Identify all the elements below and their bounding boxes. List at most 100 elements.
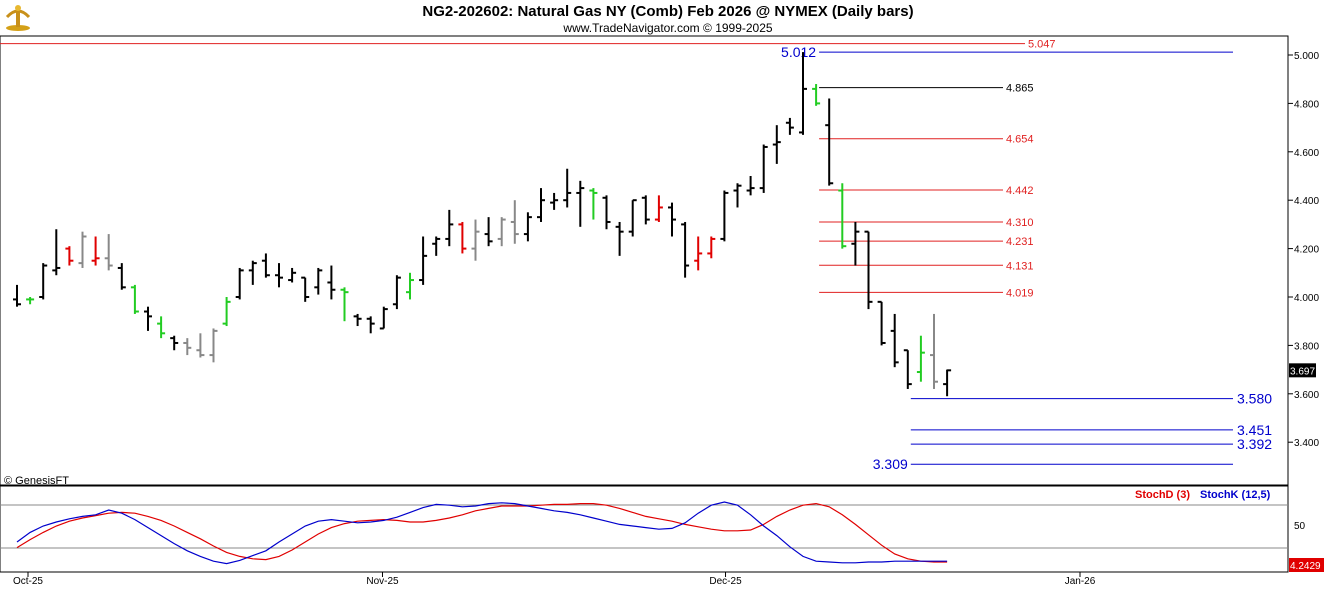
price-tick-label: 3.600: [1294, 390, 1319, 401]
level-label: 5.047: [1028, 39, 1056, 51]
ohlc-bar: [903, 349, 912, 389]
ohlc-bar: [576, 180, 585, 227]
ohlc-bar: [628, 199, 637, 237]
ohlc-bar: [641, 195, 650, 225]
ohlc-bar: [78, 231, 87, 268]
level-label: 4.442: [1006, 185, 1034, 197]
price-tick-label: 4.200: [1294, 245, 1319, 256]
ohlc-bar: [445, 209, 454, 247]
ohlc-bar: [654, 195, 663, 222]
level-label: 3.451: [1237, 422, 1272, 438]
date-tick-label: Oct-25: [13, 576, 43, 587]
ohlc-bar: [117, 263, 126, 290]
ohlc-bar: [419, 236, 428, 285]
ohlc-bar: [668, 202, 676, 237]
ohlc-bar: [91, 236, 100, 266]
ohlc-bar: [471, 219, 480, 261]
ohlc-bar: [537, 188, 545, 222]
ohlc-bar: [261, 253, 270, 278]
ohlc-bar: [392, 275, 401, 310]
price-tick-label: 4.000: [1294, 293, 1319, 304]
ohlc-bar: [497, 217, 506, 247]
last-price-box: [1289, 363, 1316, 378]
ohlc-bar: [340, 287, 349, 322]
stoch-d-legend: StochD (3): [1135, 489, 1190, 501]
chart-subtitle: www.TradeNavigator.com © 1999-2025: [563, 21, 773, 35]
ohlc-bar: [209, 328, 218, 363]
ohlc-bar: [432, 236, 441, 256]
stoch-last-box: [1289, 558, 1324, 572]
ohlc-bar: [248, 260, 257, 285]
price-tick-label: 3.800: [1294, 341, 1319, 352]
stoch-k-legend: StochK (12,5): [1200, 489, 1271, 501]
ohlc-bar: [406, 272, 414, 300]
chart-frame: [0, 35, 1289, 573]
ohlc-bar: [720, 190, 729, 242]
date-tick-label: Nov-25: [366, 576, 399, 587]
ohlc-bar: [746, 176, 755, 196]
date-tick-label: Jan-26: [1065, 576, 1096, 587]
ohlc-bar: [615, 221, 624, 256]
ohlc-bar: [353, 313, 362, 327]
chart-header: NG2-202602: Natural Gas NY (Comb) Feb 20…: [0, 0, 1336, 36]
stoch-legend: StochD (3) StochK (12,5): [1135, 489, 1271, 501]
ohlc-bar: [26, 297, 35, 305]
ohlc-bars: [13, 52, 952, 397]
ohlc-bar: [694, 236, 703, 271]
price-axis: 3.400 3.600 3.800 4.000 4.200 4.400 4.600 4.800…: [1288, 51, 1319, 449]
level-label: 4.231: [1006, 236, 1034, 248]
level-label: 4.654: [1006, 134, 1034, 146]
ohlc-bar: [707, 236, 716, 259]
ohlc-bar: [130, 284, 139, 314]
ohlc-bar: [825, 98, 834, 186]
genesis-watermark: © GenesisFT: [4, 475, 69, 487]
ohlc-bar: [523, 212, 532, 242]
price-tick-label: 4.800: [1294, 99, 1319, 110]
ohlc-bar: [864, 230, 873, 310]
level-label: 5.012: [781, 44, 816, 60]
stoch-line: [16, 501, 948, 565]
ohlc-bar: [799, 52, 807, 135]
date-tick-label: Dec-25: [709, 576, 742, 587]
level-label: 3.580: [1237, 391, 1272, 407]
ohlc-bar: [275, 263, 283, 288]
fibonacci-levels: 5.047 5.012 4.865 4.654 4.442 4.310 4.231 4.131…: [0, 39, 1272, 472]
ohlc-bar: [890, 313, 899, 368]
date-axis: Oct-25 Nov-25 Dec-25 Jan-26: [13, 572, 1096, 587]
ohlc-bar: [366, 316, 375, 334]
ohlc-bar: [838, 183, 847, 249]
ohlc-bar: [379, 306, 388, 330]
ohlc-bar: [759, 144, 768, 193]
ohlc-bar: [589, 188, 598, 220]
ohlc-bar: [877, 300, 886, 346]
level-label: 3.309: [873, 456, 908, 472]
ohlc-bar: [943, 369, 952, 397]
ohlc-bar: [550, 192, 559, 210]
price-tick-label: 3.400: [1294, 438, 1319, 449]
ohlc-bar: [314, 267, 323, 295]
ohlc-bar: [288, 267, 297, 283]
ohlc-bar: [235, 267, 244, 300]
ohlc-bar: [772, 125, 781, 164]
ohlc-bar: [510, 200, 519, 244]
chart-title: NG2-202602: Natural Gas NY (Comb) Feb 20…: [422, 3, 914, 20]
ohlc-bar: [327, 265, 336, 300]
ohlc-bar: [484, 217, 493, 247]
ohlc-bar: [681, 221, 690, 278]
ohlc-bar: [301, 276, 310, 302]
level-label: 4.310: [1006, 217, 1034, 229]
ohlc-bar: [733, 183, 742, 208]
level-label: 3.392: [1237, 436, 1272, 452]
ohlc-bar: [157, 316, 166, 339]
price-tick-label: 5.000: [1294, 51, 1319, 62]
price-tick-label: 4.600: [1294, 148, 1319, 159]
ohlc-bar: [851, 221, 860, 266]
ohlc-bar: [222, 297, 231, 327]
ohlc-bar: [104, 234, 113, 271]
level-label: 4.019: [1006, 287, 1034, 299]
ohlc-bar: [13, 284, 21, 307]
stoch-last-label: 4.2429: [1290, 561, 1321, 572]
ohlc-bar: [458, 221, 467, 254]
stoch-line: [16, 502, 948, 563]
